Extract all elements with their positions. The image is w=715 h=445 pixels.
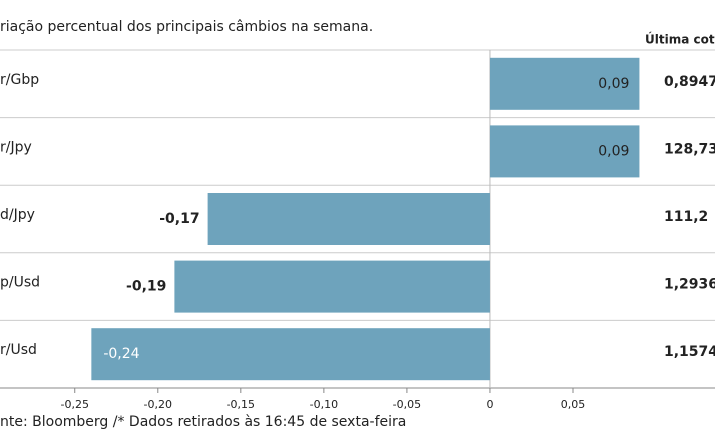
category-label: d/Jpy <box>0 207 35 223</box>
last-price: 111,2 <box>664 209 708 225</box>
value-label: -0,17 <box>159 211 199 227</box>
column-header: Última cotaç <box>645 32 715 47</box>
value-label: 0,09 <box>598 143 629 159</box>
value-label: -0,19 <box>126 279 166 295</box>
bar <box>91 328 490 381</box>
bar <box>207 193 490 245</box>
category-label: r/Usd <box>0 342 37 358</box>
last-price: 1,2936 <box>664 277 715 293</box>
x-tick-label: 0,05 <box>561 398 586 411</box>
category-label: r/Gbp <box>0 72 39 88</box>
last-price: 128,73 <box>664 141 715 157</box>
x-tick-label: -0,15 <box>227 398 255 411</box>
category-label: p/Usd <box>0 275 40 291</box>
value-label: -0,24 <box>103 346 139 362</box>
category-label: r/Jpy <box>0 139 32 155</box>
last-price: 1,1574 <box>664 344 715 360</box>
x-tick-label: -0,25 <box>61 398 89 411</box>
x-tick-label: -0,10 <box>310 398 338 411</box>
x-tick-label: -0,05 <box>393 398 421 411</box>
source-note: nte: Bloomberg /* Dados retirados às 16:… <box>0 414 406 430</box>
x-tick-label: -0,20 <box>144 398 172 411</box>
last-price: 0,8947 <box>664 74 715 90</box>
chart-title: riação percentual dos principais câmbios… <box>0 19 373 35</box>
x-tick-label: 0 <box>486 398 493 411</box>
bar <box>489 125 640 178</box>
bar <box>489 57 640 110</box>
value-label: 0,09 <box>598 76 629 92</box>
bar <box>174 260 490 313</box>
